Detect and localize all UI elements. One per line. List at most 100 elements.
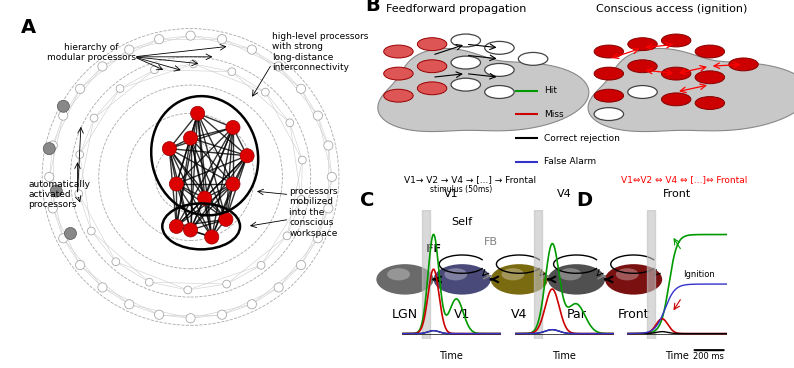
Circle shape <box>48 204 57 213</box>
Circle shape <box>183 131 198 145</box>
Circle shape <box>594 45 623 58</box>
Circle shape <box>191 106 205 120</box>
Circle shape <box>616 268 638 280</box>
Circle shape <box>324 141 333 150</box>
Text: Time: Time <box>552 351 576 361</box>
Text: C: C <box>360 191 375 210</box>
Circle shape <box>125 45 134 54</box>
Circle shape <box>376 264 434 295</box>
Circle shape <box>314 111 322 120</box>
Polygon shape <box>588 49 794 132</box>
Circle shape <box>112 258 120 266</box>
Circle shape <box>484 42 515 54</box>
Circle shape <box>299 156 306 164</box>
Text: Conscious access (ignition): Conscious access (ignition) <box>596 4 748 14</box>
Text: A: A <box>21 18 36 37</box>
Circle shape <box>183 223 198 237</box>
Text: processors
mobilized
into the
conscious
workspace: processors mobilized into the conscious … <box>290 187 338 238</box>
Circle shape <box>218 310 226 319</box>
Circle shape <box>87 227 95 235</box>
Circle shape <box>43 143 56 155</box>
Text: Par: Par <box>566 308 587 321</box>
Circle shape <box>451 34 480 47</box>
Circle shape <box>695 97 725 110</box>
Circle shape <box>451 56 480 69</box>
Circle shape <box>155 35 164 44</box>
Circle shape <box>384 45 413 58</box>
Circle shape <box>296 84 306 93</box>
Text: V1⇔V2 ⇔ V4 ⇔ [...]⇔ Frontal: V1⇔V2 ⇔ V4 ⇔ [...]⇔ Frontal <box>622 175 748 184</box>
Circle shape <box>324 204 333 213</box>
Circle shape <box>75 261 85 270</box>
Circle shape <box>75 190 83 198</box>
Circle shape <box>50 185 62 197</box>
Circle shape <box>225 120 240 135</box>
Circle shape <box>240 149 254 163</box>
Circle shape <box>451 78 480 91</box>
Circle shape <box>661 34 691 47</box>
Circle shape <box>594 67 623 80</box>
Circle shape <box>283 232 291 240</box>
Text: FF: FF <box>426 244 441 254</box>
Circle shape <box>59 111 67 120</box>
Bar <box>422 210 430 339</box>
Text: high-level processors
with strong
long-distance
interconnectivity: high-level processors with strong long-d… <box>272 32 368 72</box>
Text: Self: Self <box>452 217 472 227</box>
Circle shape <box>445 268 467 280</box>
Circle shape <box>327 172 337 181</box>
Text: B: B <box>364 0 380 15</box>
Text: Correct rejection: Correct rejection <box>545 134 620 143</box>
Text: automatically
activated
processors: automatically activated processors <box>28 180 90 209</box>
Bar <box>534 210 542 339</box>
Text: Feedforward propagation: Feedforward propagation <box>386 4 526 14</box>
Circle shape <box>261 88 269 96</box>
Circle shape <box>198 191 212 205</box>
Circle shape <box>247 45 256 54</box>
Text: Hit: Hit <box>545 86 557 95</box>
Circle shape <box>384 89 413 102</box>
Circle shape <box>387 268 410 280</box>
Text: Miss: Miss <box>545 110 564 119</box>
Text: Front: Front <box>663 190 691 199</box>
Circle shape <box>605 264 662 295</box>
Circle shape <box>190 60 197 68</box>
Circle shape <box>296 261 306 270</box>
Circle shape <box>155 310 164 319</box>
Text: D: D <box>576 191 592 210</box>
Circle shape <box>628 38 657 50</box>
Circle shape <box>695 45 725 58</box>
Circle shape <box>628 86 657 98</box>
Text: Time: Time <box>439 351 464 361</box>
Circle shape <box>594 89 623 102</box>
Circle shape <box>247 300 256 309</box>
Text: Time: Time <box>665 351 689 361</box>
Circle shape <box>125 300 134 309</box>
Circle shape <box>518 53 548 66</box>
Circle shape <box>145 278 153 286</box>
Circle shape <box>298 195 305 203</box>
Circle shape <box>186 31 195 40</box>
Circle shape <box>434 264 491 295</box>
Circle shape <box>661 93 691 106</box>
Text: V1: V1 <box>454 308 470 321</box>
Circle shape <box>559 268 581 280</box>
Circle shape <box>628 60 657 73</box>
Circle shape <box>91 114 98 122</box>
Circle shape <box>314 234 322 243</box>
Circle shape <box>274 62 283 71</box>
Circle shape <box>484 64 515 77</box>
Circle shape <box>162 142 176 156</box>
Circle shape <box>418 82 447 95</box>
Circle shape <box>59 234 67 243</box>
Circle shape <box>184 286 191 294</box>
Text: FB: FB <box>484 237 498 247</box>
Circle shape <box>418 38 447 50</box>
Circle shape <box>548 264 605 295</box>
Polygon shape <box>378 49 589 132</box>
Text: hierarchy of
modular processors: hierarchy of modular processors <box>47 43 136 62</box>
Circle shape <box>223 280 230 288</box>
Bar <box>647 210 655 339</box>
Text: V1: V1 <box>444 190 459 199</box>
Circle shape <box>695 71 725 84</box>
Circle shape <box>594 107 623 121</box>
